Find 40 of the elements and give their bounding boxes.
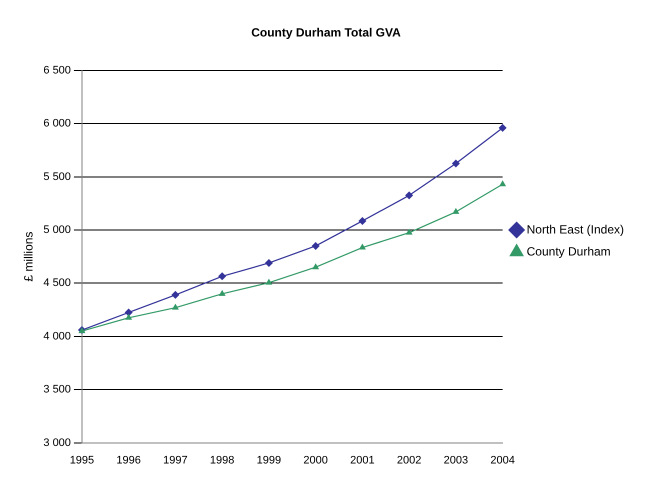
point	[218, 290, 226, 296]
point	[405, 191, 414, 200]
x-tick-label: 2003	[444, 454, 468, 466]
x-tick-label: 1996	[116, 454, 141, 466]
point	[265, 278, 272, 285]
y-tick-label: 4 500	[43, 277, 71, 290]
x-tick-label: 1995	[70, 454, 94, 466]
point	[312, 263, 320, 270]
x-tick-label: 2004	[490, 454, 515, 466]
x-tick-label: 1999	[256, 454, 282, 466]
point	[358, 244, 366, 250]
point	[218, 272, 226, 280]
point	[498, 124, 507, 132]
point	[358, 216, 366, 225]
y-tick-label: 3 000	[43, 436, 71, 449]
point	[264, 258, 273, 267]
point	[312, 242, 320, 250]
x-tick-label: 2002	[396, 454, 422, 466]
x-tick-label: 1997	[163, 454, 188, 466]
point	[125, 314, 132, 320]
y-tick-label: 6 500	[43, 64, 71, 76]
point	[172, 304, 179, 310]
y-axis-title: £ millions	[22, 232, 36, 282]
point	[452, 160, 460, 168]
y-tick-label: 4 000	[43, 330, 71, 342]
point	[452, 208, 460, 214]
chart-title: County Durham Total GVA	[251, 26, 402, 40]
y-tick-label: 6 000	[43, 118, 71, 130]
x-tick-label: 2000	[303, 454, 328, 466]
point	[499, 180, 506, 186]
y-tick-label: 5 500	[43, 170, 71, 183]
point	[406, 228, 413, 235]
legend-label: North East (Index)	[526, 222, 624, 236]
point	[124, 308, 133, 316]
legend-label: County Durham	[526, 244, 611, 258]
y-tick-label: 5 000	[43, 224, 71, 236]
x-tick-label: 1998	[210, 454, 234, 466]
y-tick-label: 3 500	[43, 384, 71, 396]
point	[171, 290, 180, 299]
x-tick-label: 2001	[350, 454, 375, 466]
